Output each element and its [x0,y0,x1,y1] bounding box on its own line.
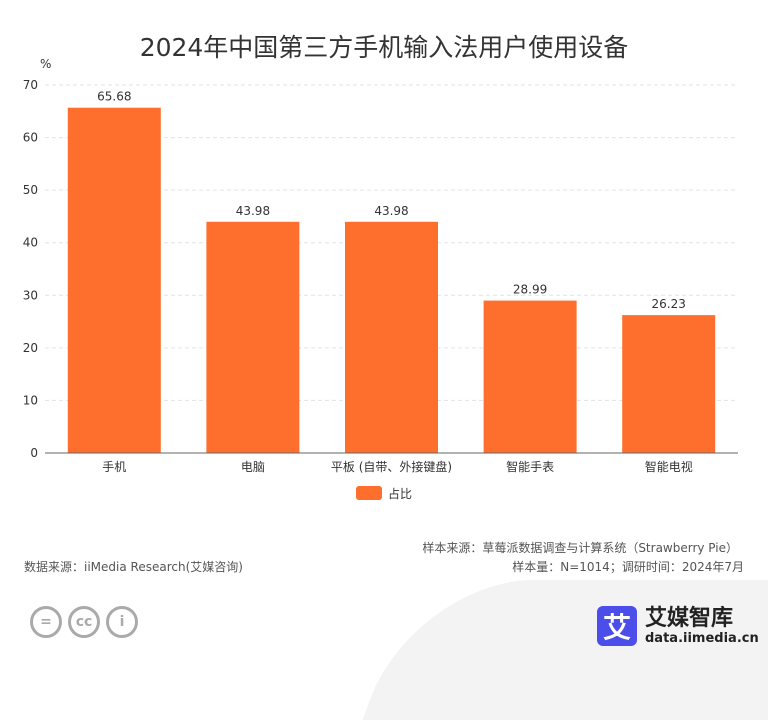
logo-name: 艾媒智库 [645,605,734,631]
bar [622,315,716,453]
data-label: 28.99 [513,283,547,297]
data-label: 43.98 [236,204,270,218]
bar [345,221,438,453]
y-tick-label: 10 [23,393,38,407]
y-tick-label: 30 [23,288,38,302]
y-tick-label: 40 [23,236,38,250]
data-label: 43.98 [374,204,408,218]
bar [206,221,300,453]
x-tick-label: 手机 [102,460,126,474]
logo-url: data.iimedia.cn [645,630,759,646]
bar [483,300,577,453]
legend-swatch [356,486,382,500]
x-tick-label: 电脑 [241,460,265,474]
legend-label: 占比 [388,486,412,501]
data-source: 数据来源：iiMedia Research(艾媒咨询) [24,560,243,574]
cc-icon: cc [68,606,100,638]
y-tick-label: 50 [23,183,38,197]
y-tick-label: 70 [23,78,38,92]
nd-icon: = [30,606,62,638]
sample-source: 样本来源：草莓派数据调查与计算系统（Strawberry Pie） [422,541,738,555]
x-tick-label: 智能手表 [506,459,554,474]
y-axis-label: % [40,57,51,71]
license-icons: = cc i [30,606,138,638]
iimedia-logo: 艾 艾媒智库 data.iimedia.cn [597,606,759,646]
by-icon: i [106,606,138,638]
x-tick-label: 智能电视 [645,459,693,474]
data-label: 65.68 [97,90,131,104]
logo-icon: 艾 [597,606,637,646]
chart-title: 2024年中国第三方手机输入法用户使用设备 [139,33,629,62]
footer-background [362,580,768,720]
sample-size: 样本量：N=1014；调研时间：2024年7月 [512,560,744,574]
bar-chart: % 0 10 20 30 40 50 60 70 65.68 手机 43.98 电脑 43.98 平板 (自… [23,57,738,501]
x-tick-label: 平板 (自带、外接键盘) [331,459,452,474]
bar [67,107,161,454]
data-label: 26.23 [652,297,686,311]
y-tick-label: 60 [23,131,38,145]
y-tick-label: 20 [23,341,38,355]
y-tick-label: 0 [30,446,38,460]
